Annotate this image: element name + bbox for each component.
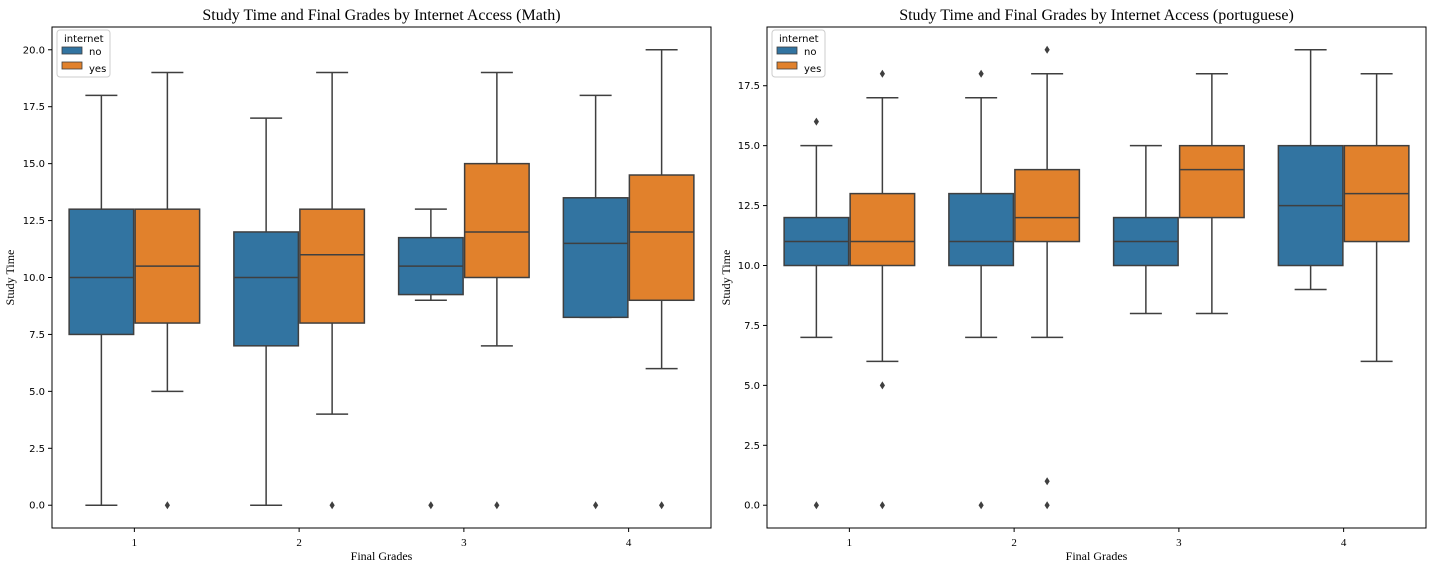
legend-label-no: no xyxy=(804,47,816,58)
outlier-point xyxy=(978,501,984,510)
legend-label-yes: yes xyxy=(89,64,106,75)
x-tick-label: 2 xyxy=(296,537,302,549)
box-yes xyxy=(849,192,916,267)
portuguese-chart-panel: Study Time and Final Grades by Internet … xyxy=(719,7,1427,563)
y-tick-label: 17.5 xyxy=(23,102,45,113)
outlier-point xyxy=(978,69,984,78)
legend-label-no: no xyxy=(89,47,101,58)
x-tick-label: 2 xyxy=(1011,537,1017,549)
x-axis-label: Final Grades xyxy=(351,549,413,563)
x-ticks: 1 2 3 4 xyxy=(132,528,632,549)
legend-label-yes: yes xyxy=(804,64,821,75)
outlier-point xyxy=(428,501,434,510)
box-yes xyxy=(628,174,695,302)
chart-title: Study Time and Final Grades by Internet … xyxy=(899,7,1294,24)
x-axis-label: Final Grades xyxy=(1066,549,1128,563)
box-no xyxy=(562,197,629,319)
outlier-point xyxy=(1044,45,1050,54)
x-tick-label: 3 xyxy=(461,537,467,549)
outlier-point xyxy=(879,69,885,78)
y-tick-label: 12.5 xyxy=(738,201,760,212)
y-tick-label: 10.0 xyxy=(23,273,45,284)
box-no xyxy=(948,192,1015,267)
x-tick-label: 4 xyxy=(1341,537,1347,549)
legend: internet no yes xyxy=(771,29,826,78)
y-tick-label: 0.0 xyxy=(744,501,760,512)
legend-swatch-no xyxy=(776,46,798,55)
box-no xyxy=(68,208,135,336)
y-tick-label: 15.0 xyxy=(23,159,45,170)
outlier-point xyxy=(593,501,599,510)
outlier-point xyxy=(659,501,665,510)
outlier-point xyxy=(813,117,819,126)
outlier-point xyxy=(1044,501,1050,510)
y-tick-label: 2.5 xyxy=(744,441,760,452)
x-tick-label: 4 xyxy=(626,537,632,549)
y-tick-label: 20.0 xyxy=(23,45,45,56)
box-yes xyxy=(1178,144,1245,219)
legend-title: internet xyxy=(64,34,104,45)
legend-swatch-yes xyxy=(61,61,83,70)
box-yes xyxy=(463,162,530,279)
y-tick-label: 0.0 xyxy=(29,501,45,512)
y-tick-label: 5.0 xyxy=(29,387,45,398)
box-no xyxy=(233,231,300,347)
x-ticks: 1 2 3 4 xyxy=(847,528,1347,549)
x-tick-label: 1 xyxy=(847,537,853,549)
outlier-point xyxy=(813,501,819,510)
legend-swatch-no xyxy=(61,46,83,55)
outlier-point xyxy=(494,501,500,510)
math-chart-panel: Study Time and Final Grades by Internet … xyxy=(3,7,712,563)
plot-frame xyxy=(766,26,1427,529)
legend-swatch-yes xyxy=(776,61,798,70)
y-ticks: 0.0 2.5 5.0 7.5 10.0 12.5 15.0 17.5 xyxy=(738,81,767,512)
boxes xyxy=(68,49,695,510)
box-yes xyxy=(1014,168,1081,243)
y-tick-label: 7.5 xyxy=(744,321,760,332)
outlier-point xyxy=(329,501,335,510)
x-tick-label: 3 xyxy=(1176,537,1182,549)
y-tick-label: 10.0 xyxy=(738,261,760,272)
x-tick-label: 1 xyxy=(132,537,138,549)
y-tick-label: 5.0 xyxy=(744,381,760,392)
y-tick-label: 7.5 xyxy=(29,330,45,341)
y-tick-label: 2.5 xyxy=(29,444,45,455)
y-ticks: 0.0 2.5 5.0 7.5 10.0 12.5 15.0 17.5 20.0 xyxy=(23,45,52,512)
outlier-point xyxy=(164,501,170,510)
box-yes xyxy=(299,208,366,324)
chart-title: Study Time and Final Grades by Internet … xyxy=(202,7,560,24)
outlier-point xyxy=(879,381,885,390)
outlier-point xyxy=(1044,477,1050,486)
y-tick-label: 17.5 xyxy=(738,81,760,92)
y-tick-label: 12.5 xyxy=(23,216,45,227)
y-axis-label: Study Time xyxy=(719,250,733,306)
legend-title: internet xyxy=(779,34,819,45)
outlier-point xyxy=(879,501,885,510)
boxes xyxy=(783,45,1410,510)
y-axis-label: Study Time xyxy=(3,250,17,306)
legend: internet no yes xyxy=(56,29,111,78)
y-tick-label: 15.0 xyxy=(738,141,760,152)
